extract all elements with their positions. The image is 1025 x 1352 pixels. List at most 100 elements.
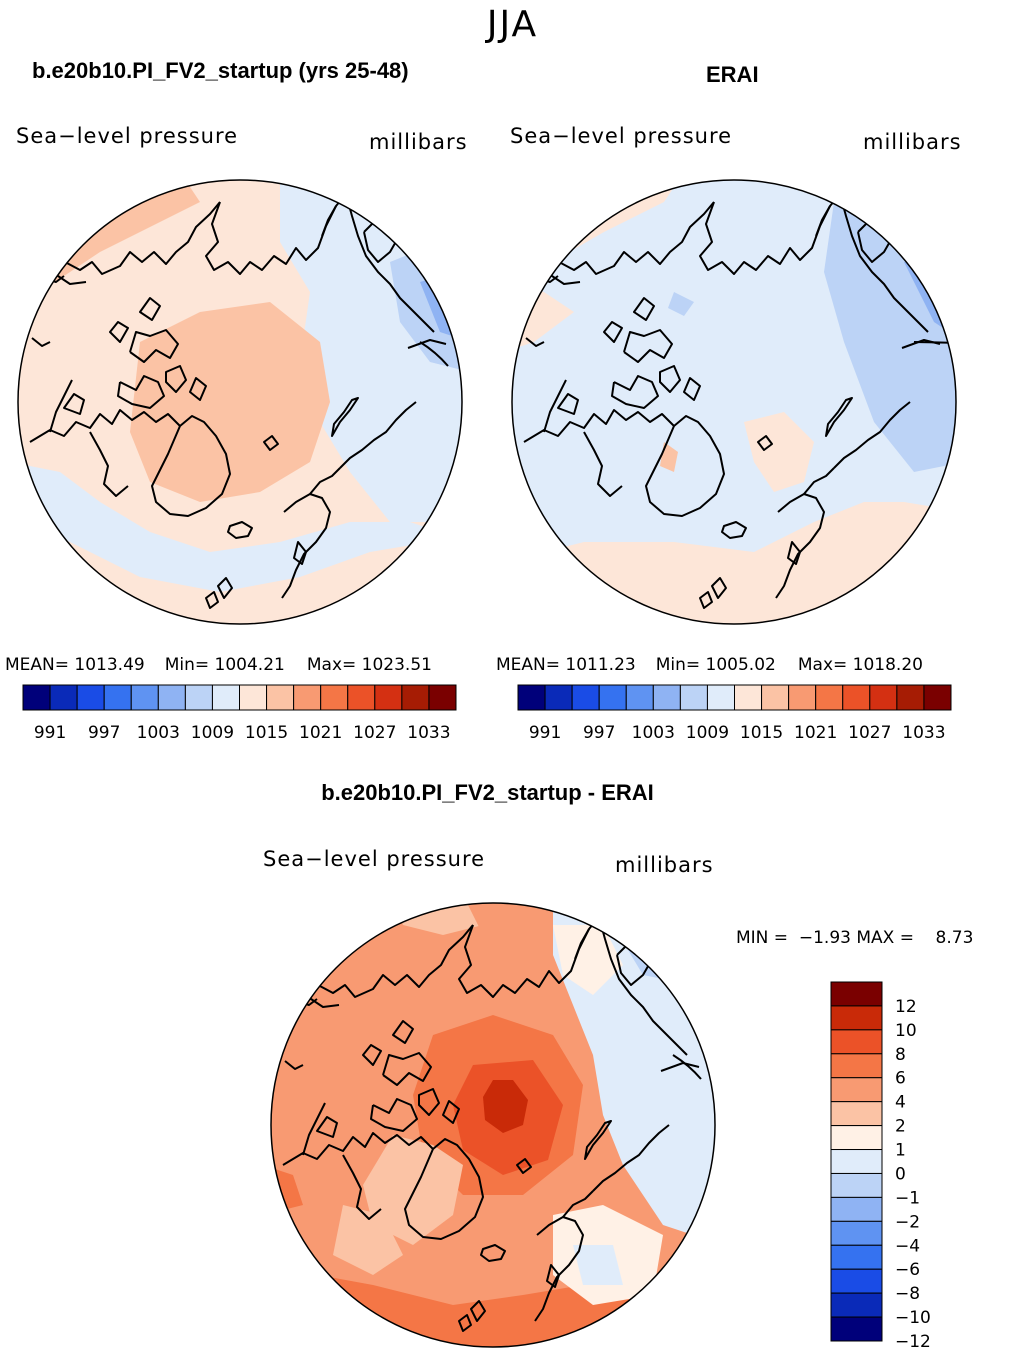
diff-colorbar-swatch-14 (830, 1316, 883, 1342)
diff-colorbar-tick-2: 8 (895, 1045, 906, 1065)
diff-colorbar-tick-7: 0 (895, 1164, 906, 1184)
obs-variable-label: Sea−level pressure (510, 124, 733, 148)
cbar-model-swatch-6 (184, 684, 213, 711)
cbar-obs-tick-3: 1009 (686, 723, 729, 743)
panel-diff-region-13 (573, 1245, 623, 1285)
cbar-obs-swatch-13 (869, 684, 898, 711)
diff-colorbar-tick-5: 2 (895, 1117, 906, 1137)
model-max-label: Max= (306, 655, 362, 675)
cbar-obs-swatch-4 (625, 684, 654, 711)
panel-model-boundary (17, 179, 463, 625)
figure-title: JJA (486, 4, 539, 45)
model-panel-title: b.e20b10.PI_FV2_startup (yrs 25-48) (32, 58, 409, 83)
diff-map (270, 902, 716, 1348)
panel-obs-region-9 (668, 292, 694, 316)
diff-colorbar-swatch-10 (830, 1220, 883, 1246)
model-min-label: Min= (164, 655, 215, 675)
diff-colorbar-tick-9: −2 (895, 1212, 920, 1232)
panel-diff-region-7 (483, 1080, 528, 1133)
obs-max-value: 1018.20 (852, 655, 923, 675)
cbar-obs-swatch-12 (842, 684, 871, 711)
obs-min-label: Min= (655, 655, 706, 675)
cbar-model-swatch-0 (22, 684, 51, 711)
cbar-model-tick-5: 1021 (299, 723, 342, 743)
diff-colorbar-swatch-8 (830, 1172, 883, 1198)
cbar-obs-swatch-5 (652, 684, 681, 711)
diff-colorbar-tick-10: −4 (895, 1236, 920, 1256)
diff-colorbar-tick-11: −6 (895, 1260, 920, 1280)
cbar-obs-swatch-8 (734, 684, 763, 711)
model-max-value: 1023.51 (361, 655, 432, 675)
diff-colorbar-tick-3: 6 (895, 1069, 906, 1089)
panel-obs-region-2 (512, 180, 614, 232)
diff-panel-title: b.e20b10.PI_FV2_startup - ERAI (321, 780, 654, 805)
panel-model-region-8 (18, 612, 120, 624)
cbar-obs-tick-7: 1033 (902, 723, 945, 743)
model-stats: MEAN= 1013.49 Min= 1004.21 Max= 1023.51 (5, 655, 432, 675)
obs-panel-title: ERAI (706, 62, 759, 87)
diff-stats: MIN = −1.93 MAX = 8.73 (736, 928, 974, 948)
diff-colorbar-swatch-2 (830, 1029, 883, 1055)
diff-colorbar-swatch-4 (830, 1077, 883, 1103)
diff-colorbar-tick-12: −8 (895, 1284, 920, 1304)
diff-colorbar-tick-14: −12 (895, 1332, 931, 1352)
obs-map (511, 179, 957, 625)
cbar-model-swatch-13 (374, 684, 403, 711)
cbar-obs-swatch-15 (923, 684, 952, 711)
cbar-model-tick-7: 1033 (407, 723, 450, 743)
diff-colorbar-tick-13: −10 (895, 1308, 931, 1328)
model-map (17, 179, 463, 625)
cbar-model-swatch-4 (130, 684, 159, 711)
cbar-obs-tick-5: 1021 (794, 723, 837, 743)
panel-diff-region-9 (333, 1205, 403, 1275)
diff-colorbar-tick-6: 1 (895, 1141, 906, 1161)
cbar-model-swatch-11 (320, 684, 349, 711)
cbar-model-tick-6: 1027 (353, 723, 396, 743)
cbar-obs-tick-1: 997 (583, 723, 615, 743)
cbar-model-swatch-10 (293, 684, 322, 711)
diff-colorbar-tick-0: 12 (895, 997, 917, 1017)
cbar-obs-swatch-10 (788, 684, 817, 711)
cbar-model-swatch-9 (266, 684, 295, 711)
diff-colorbar-tick-4: 4 (895, 1093, 906, 1113)
cbar-obs-tick-2: 1003 (632, 723, 675, 743)
model-mean-label: MEAN= (5, 655, 75, 675)
cbar-obs-tick-0: 991 (529, 723, 561, 743)
cbar-model-swatch-15 (428, 684, 457, 711)
cbar-model-tick-2: 1003 (137, 723, 180, 743)
diff-colorbar-swatch-5 (830, 1101, 883, 1127)
cbar-obs-swatch-3 (598, 684, 627, 711)
cbar-obs-swatch-6 (679, 684, 708, 711)
cbar-model-swatch-1 (49, 684, 78, 711)
cbar-obs-swatch-14 (896, 684, 925, 711)
cbar-obs-swatch-7 (706, 684, 735, 711)
model-colorbar: 991 997 1003 1009 1015 1021 1027 1033 (22, 684, 457, 743)
cbar-obs-swatch-1 (544, 684, 573, 711)
cbar-model-swatch-14 (401, 684, 430, 711)
diff-colorbar-swatch-7 (830, 1149, 883, 1174)
cbar-obs-swatch-0 (517, 684, 546, 711)
diff-colorbar-tick-8: −1 (895, 1188, 920, 1208)
model-variable-label: Sea−level pressure (16, 124, 239, 148)
obs-max-label: Max= (797, 655, 853, 675)
cbar-model-tick-0: 991 (34, 723, 66, 743)
cbar-obs-swatch-9 (761, 684, 790, 711)
cbar-model-tick-4: 1015 (245, 723, 288, 743)
diff-variable-label: Sea−level pressure (263, 847, 486, 871)
cbar-model-swatch-3 (103, 684, 132, 711)
panel-obs-boundary (511, 179, 957, 625)
obs-mean-value: 1011.23 (565, 655, 636, 675)
cbar-obs-swatch-11 (815, 684, 844, 711)
obs-min-value: 1005.02 (705, 655, 776, 675)
cbar-model-swatch-7 (211, 684, 240, 711)
panel-diff-region-14 (463, 903, 533, 935)
cbar-model-swatch-12 (347, 684, 376, 711)
obs-colorbar: 991 997 1003 1009 1015 1021 1027 1033 (517, 684, 952, 743)
diff-colorbar-swatch-6 (830, 1125, 883, 1151)
obs-stats: MEAN= 1011.23 Min= 1005.02 Max= 1018.20 (496, 655, 923, 675)
model-units-label: millibars (369, 130, 468, 154)
panel-diff-boundary (270, 902, 716, 1348)
diff-colorbar-swatch-11 (830, 1244, 883, 1270)
